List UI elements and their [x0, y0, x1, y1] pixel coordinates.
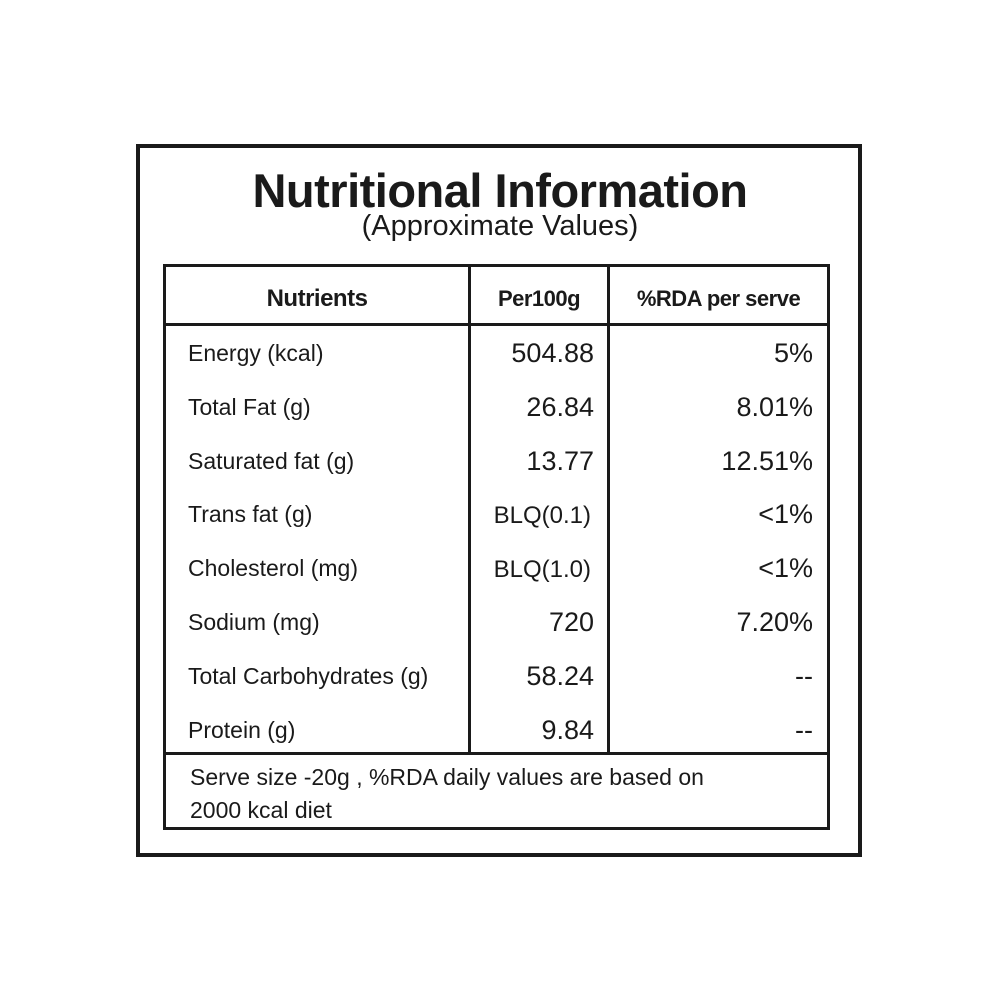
nutrient-name: Sodium (mg) [188, 609, 320, 635]
rda-value: -- [795, 660, 813, 691]
nutrient-name: Cholesterol (mg) [188, 555, 358, 582]
per100g-value: 9.84 [541, 714, 594, 745]
footnote-line: Serve size -20g , %RDA daily values are … [190, 764, 704, 790]
rda-value: <1% [758, 553, 813, 584]
per100g-value: 720 [548, 607, 594, 637]
rda-value: 7.20% [736, 607, 813, 637]
label-border [136, 144, 862, 857]
nutrient-name: Trans fat (g) [188, 501, 313, 528]
rda-value: <1% [758, 499, 813, 530]
footer-divider [166, 752, 827, 755]
label-title: Nutritional Information [252, 164, 748, 217]
per100g-value: 26.84 [526, 391, 594, 422]
header-rda: %RDA per serve [636, 286, 801, 311]
rda-value: 8.01% [736, 391, 813, 422]
per100g-value: BLQ(1.0) [493, 556, 591, 584]
rda-value: 5% [773, 338, 813, 368]
header-nutrients: Nutrients [266, 285, 368, 312]
nutrient-name: Protein (g) [188, 716, 296, 743]
header-per100g: Per100g [497, 286, 581, 311]
per100g-value: BLQ(0.1) [493, 502, 591, 530]
nutrition-table: Nutrients Per100g %RDA per serve Energy … [163, 264, 830, 830]
column-divider [607, 267, 610, 755]
nutrient-name: Energy (kcal) [188, 340, 324, 366]
footnote-line: 2000 kcal diet [190, 797, 332, 823]
nutrient-name: Total Carbohydrates (g) [188, 662, 429, 689]
nutrient-name: Total Fat (g) [188, 393, 311, 420]
column-divider [468, 267, 471, 755]
per100g-value: 58.24 [526, 660, 594, 691]
rda-value: 12.51% [721, 445, 813, 476]
label-subtitle: (Approximate Values) [361, 210, 639, 242]
rda-value: -- [795, 714, 813, 745]
per100g-value: 13.77 [526, 445, 594, 476]
footnote: Serve size -20g , %RDA daily values are … [190, 761, 704, 827]
per100g-value: 504.88 [511, 338, 594, 368]
header-divider [166, 323, 827, 326]
nutrient-name: Saturated fat (g) [188, 447, 355, 474]
